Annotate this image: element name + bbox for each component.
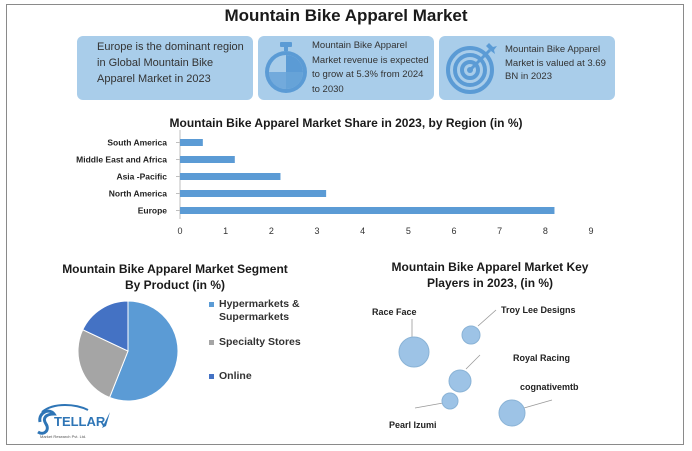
legend-label: Online	[219, 370, 252, 382]
region-share-bar-chart: South America Middle East and Africa Asia …	[76, 130, 594, 236]
bar-category-label: North America	[109, 189, 168, 199]
info-card-dominant-region: Europe is the dominant region in Global …	[77, 36, 253, 100]
bubble-race-face	[398, 336, 430, 368]
legend-item: Specialty Stores	[209, 336, 319, 366]
bubble-label: Pearl Izumi	[389, 420, 437, 430]
pie-slice-hypermarkets-supermarkets	[108, 300, 179, 402]
x-tick-label: 6	[451, 226, 456, 236]
bar-asia-pacific	[180, 173, 281, 180]
bar-middle-east-and-africa	[180, 156, 235, 163]
product-segment-pie-chart	[77, 300, 179, 402]
bubble-troy-lee-designs	[461, 325, 481, 345]
bubble-label: Race Face	[372, 307, 417, 317]
page-title: Mountain Bike Apparel Market	[224, 6, 468, 25]
bubble-label: Troy Lee Designs	[501, 305, 576, 315]
x-tick-label: 7	[497, 226, 502, 236]
info-card-text: Mountain Bike Apparel Market revenue is …	[312, 40, 429, 95]
logo-wordmark: TELLAR	[54, 414, 106, 429]
bar-category-label: South America	[107, 138, 167, 148]
x-tick-label: 5	[406, 226, 411, 236]
legend-item: Online	[209, 370, 319, 383]
pie-chart-title: Mountain Bike Apparel Market Segment By …	[62, 262, 288, 292]
legend-swatch	[209, 374, 214, 379]
bubble-royal-racing	[448, 369, 472, 393]
legend-item: Hypermarkets & Supermarkets	[209, 298, 319, 328]
bubble-cognativemtb	[498, 399, 526, 427]
x-tick-label: 9	[588, 226, 593, 236]
info-card-growth: Mountain Bike Apparel Market revenue is …	[258, 36, 434, 100]
stopwatch-icon	[265, 42, 307, 93]
pie-legend: Hypermarkets & Supermarkets Specialty St…	[209, 298, 319, 383]
bubble-label: Royal Racing	[513, 353, 570, 363]
legend-label: Specialty Stores	[219, 336, 301, 348]
bar-south-america	[180, 139, 203, 146]
pie-slice-specialty-stores	[77, 329, 129, 399]
bar-category-label: Middle East and Africa	[76, 155, 167, 165]
bar-north-america	[180, 190, 327, 197]
target-icon	[446, 43, 497, 94]
bubble-label: cognativemtb	[520, 382, 579, 392]
bar-category-label: Asia -Pacific	[116, 172, 167, 182]
x-tick-label: 4	[360, 226, 365, 236]
info-card-text: Mountain Bike Apparel Market is valued a…	[505, 44, 606, 82]
x-tick-label: 0	[177, 226, 182, 236]
x-tick-label: 3	[314, 226, 319, 236]
bar-europe	[180, 207, 555, 214]
leader-line	[523, 399, 553, 409]
leader-line	[477, 309, 497, 327]
x-tick-label: 2	[269, 226, 274, 236]
logo-tagline: Market Research Pvt. Ltd.	[40, 434, 86, 439]
bubble-pearl-izumi	[441, 392, 459, 410]
bar-category-label: Europe	[138, 206, 168, 216]
x-tick-label: 1	[223, 226, 228, 236]
info-card-text: Europe is the dominant region in Global …	[97, 41, 244, 85]
legend-swatch	[209, 340, 214, 345]
legend-swatch	[209, 302, 214, 307]
info-card-valuation: Mountain Bike Apparel Market is valued a…	[439, 36, 615, 100]
pie-slice-online	[82, 300, 129, 352]
x-tick-label: 8	[543, 226, 548, 236]
key-players-bubble-chart: Race Face Troy Lee Designs Royal Racing …	[372, 305, 579, 430]
bubble-chart-title: Mountain Bike Apparel Market Key Players…	[391, 260, 589, 290]
leader-line	[414, 402, 444, 409]
bar-chart-title: Mountain Bike Apparel Market Share in 20…	[169, 116, 523, 130]
legend-label: Hypermarkets & Supermarkets	[219, 298, 300, 323]
leader-line	[465, 354, 481, 370]
stellar-logo: TELLAR Market Research Pvt. Ltd.	[37, 404, 110, 439]
